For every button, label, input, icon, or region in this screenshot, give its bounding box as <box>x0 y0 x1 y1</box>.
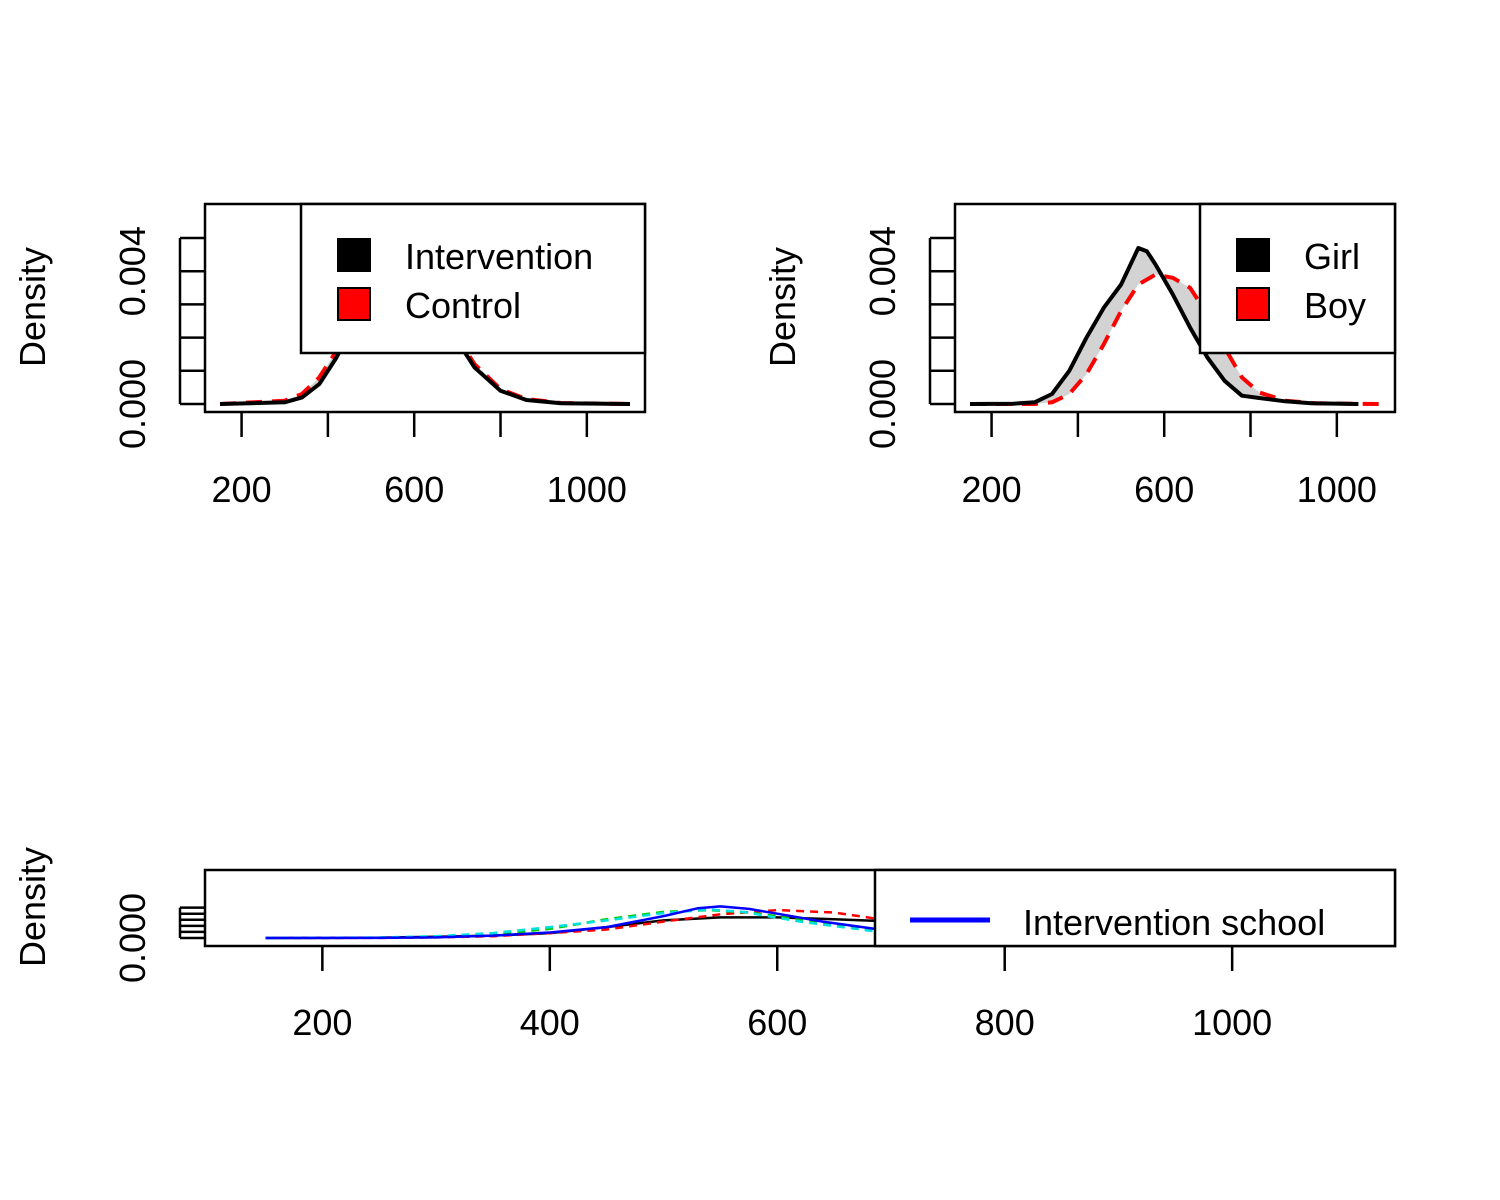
x-tick-label: 400 <box>520 1002 580 1043</box>
series-line-3 <box>265 908 880 940</box>
legend-label: Intervention school <box>1023 902 1325 943</box>
plot-area <box>969 246 1381 406</box>
y-tick-label: 0.000 <box>112 359 153 449</box>
y-axis-label: Density <box>12 847 53 967</box>
x-tick-label: 1000 <box>1297 469 1377 510</box>
y-axis-label: Density <box>12 247 53 367</box>
legend-label: Intervention <box>405 236 593 277</box>
legend-label: Boy <box>1304 285 1366 326</box>
legend-box <box>1198 202 1397 355</box>
legend-swatch <box>1236 287 1270 321</box>
panel-2: 200 600 1000 0.000 0.004 Density Girl Boy <box>762 202 1397 510</box>
legend-box <box>299 202 647 355</box>
series-line-1 <box>265 905 880 940</box>
x-tick-label: 200 <box>292 1002 352 1043</box>
plot-area <box>265 905 880 940</box>
y-axis-label: Density <box>762 247 803 367</box>
x-tick-label: 800 <box>975 1002 1035 1043</box>
panel-3: 200 400 600 800 1000 0.000 Density Intervention… <box>12 847 1397 1043</box>
series-line-5 <box>265 908 880 940</box>
x-tick-label: 1000 <box>1192 1002 1272 1043</box>
panel-1: 200 600 1000 0.000 0.004 Density Intervention C… <box>12 202 647 510</box>
y-tick-label: 0.000 <box>112 893 153 983</box>
legend-box <box>873 868 1397 948</box>
x-tick-label: 600 <box>1134 469 1194 510</box>
legend-label: Control <box>405 285 521 326</box>
legend: Intervention Control <box>299 202 647 355</box>
legend-label: Girl <box>1304 236 1360 277</box>
series-line-1 <box>969 246 1359 406</box>
x-tick-label: 600 <box>747 1002 807 1043</box>
legend-swatch <box>337 238 371 272</box>
x-tick-label: 200 <box>212 469 272 510</box>
legend: Intervention school <box>873 868 1397 948</box>
legend-swatch <box>1236 238 1270 272</box>
x-tick-label: 600 <box>384 469 444 510</box>
y-tick-label: 0.004 <box>862 226 903 316</box>
x-tick-label: 1000 <box>547 469 627 510</box>
legend-swatch <box>337 287 371 321</box>
y-tick-label: 0.004 <box>112 226 153 316</box>
y-tick-label: 0.000 <box>862 359 903 449</box>
legend: Girl Boy <box>1198 202 1397 355</box>
x-tick-label: 200 <box>962 469 1022 510</box>
series-line-2 <box>970 272 1381 406</box>
